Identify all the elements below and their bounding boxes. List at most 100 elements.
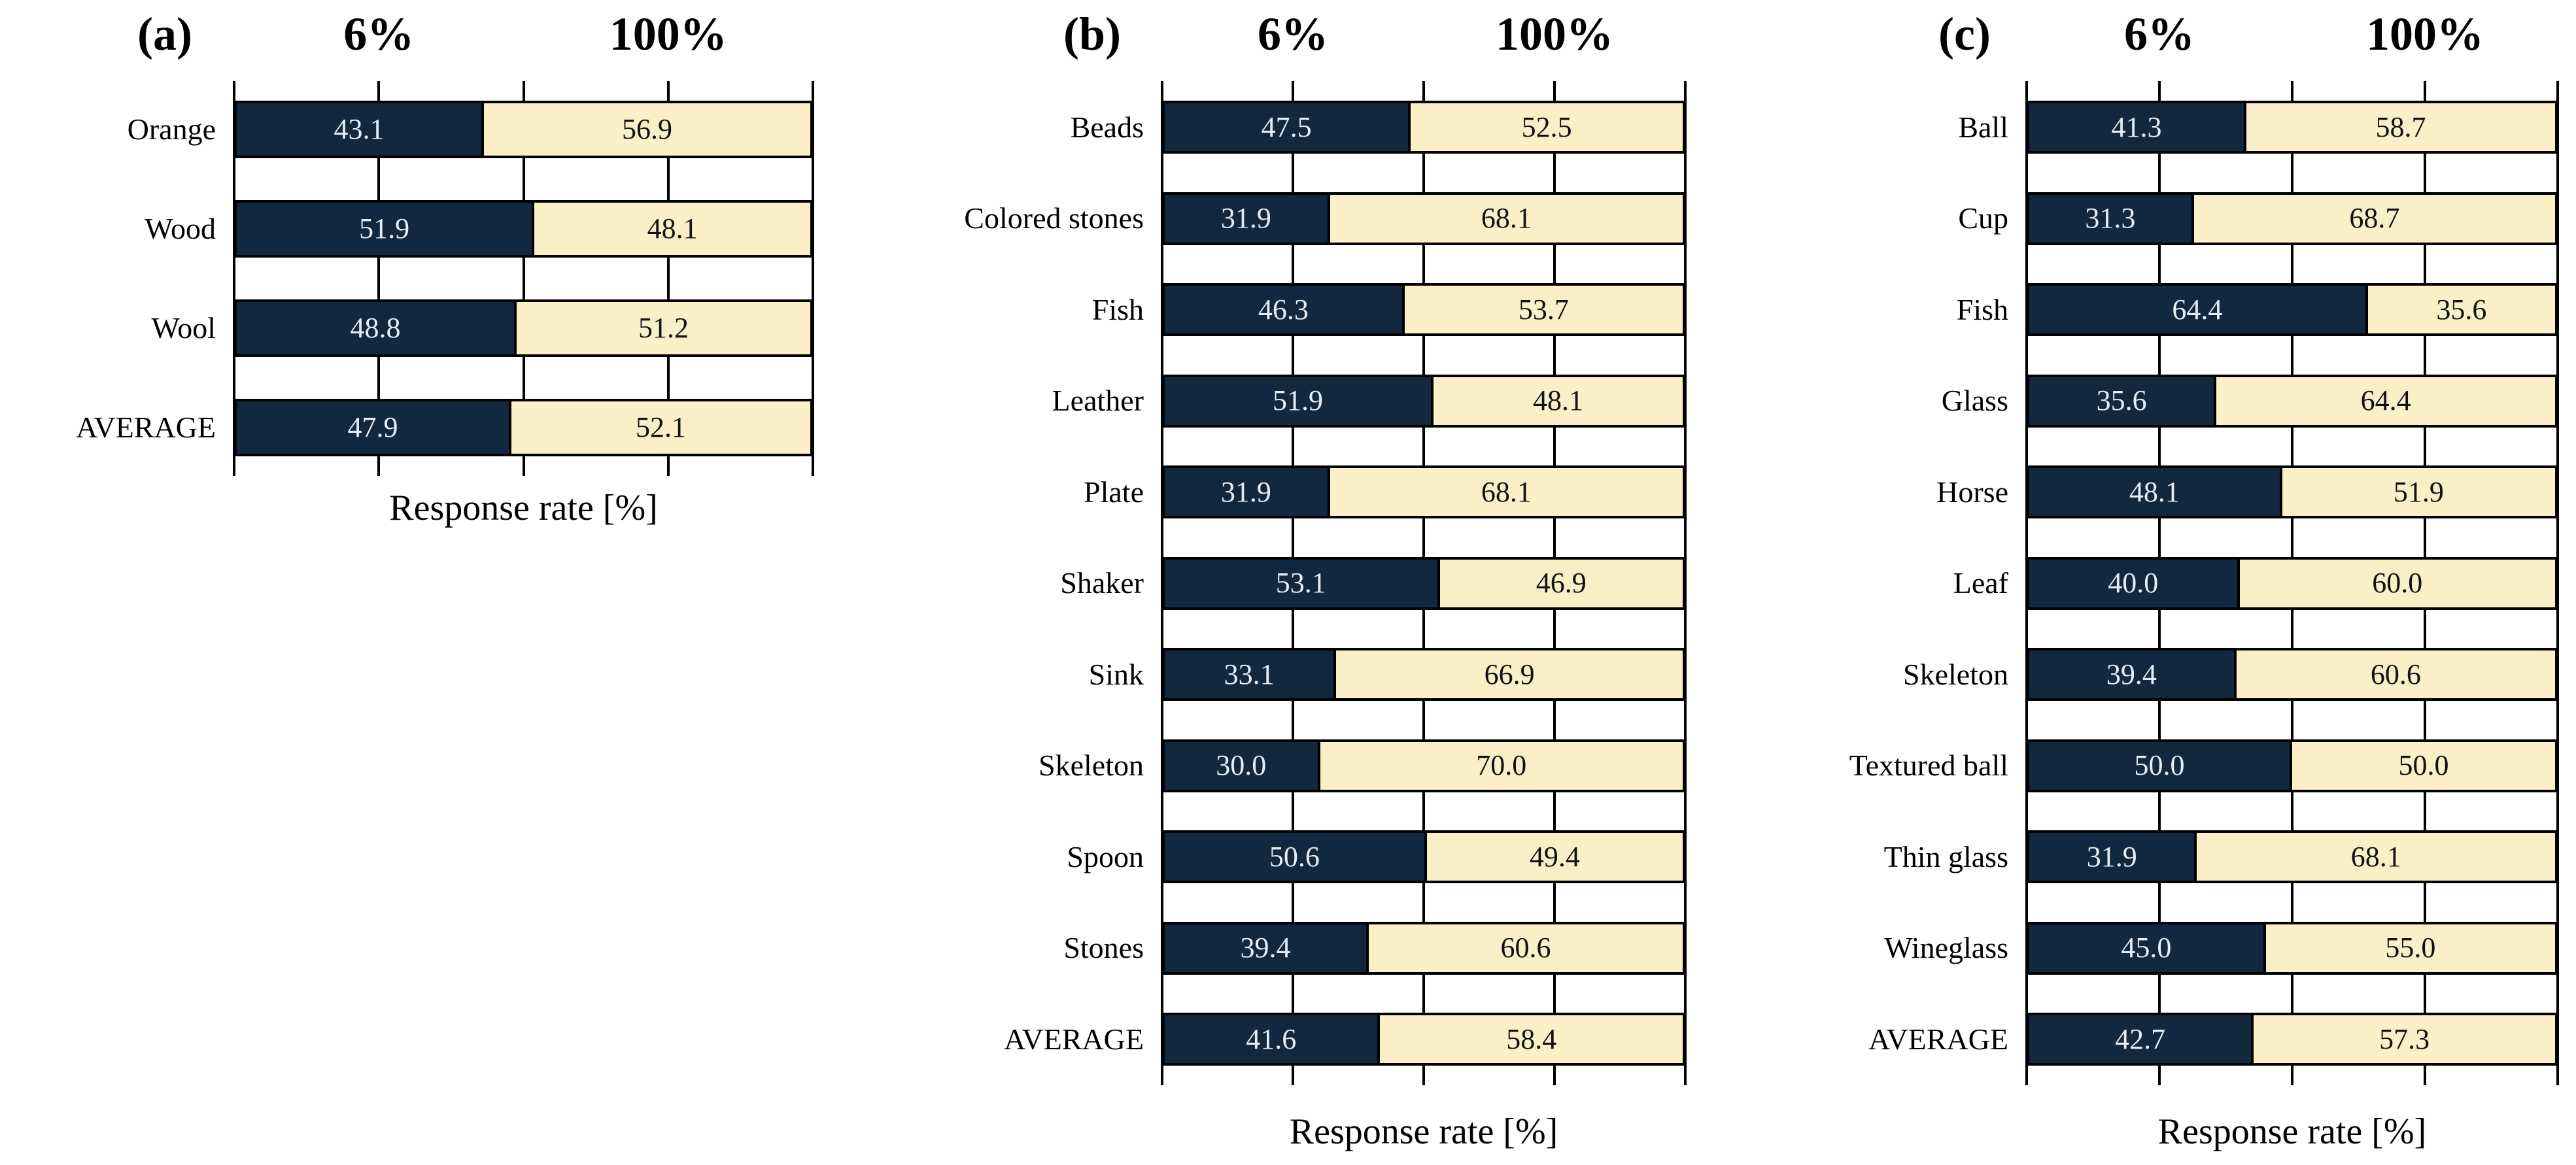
bar-segment-6pct: 35.6: [2029, 377, 2217, 425]
bar-value-100pct: 70.0: [1476, 749, 1527, 781]
bar-segment-100pct: 48.1: [534, 203, 810, 255]
bar-value-100pct: 35.6: [2436, 293, 2487, 326]
bar-value-100pct: 53.7: [1518, 293, 1569, 326]
bar-segment-100pct: 52.1: [511, 401, 810, 454]
panel-a-gridline-tick-75: [666, 81, 670, 476]
bar-value-100pct: 64.4: [2360, 384, 2411, 416]
bar-value-6pct: 30.0: [1216, 749, 1267, 781]
bar-segment-6pct: 51.9: [237, 203, 535, 255]
bar-value-100pct: 52.1: [636, 411, 687, 443]
bar-row: 50.6 49.4: [1162, 830, 1685, 883]
panel-a-gridline-tick-0: [233, 81, 235, 476]
bar-segment-6pct: 41.6: [1165, 1015, 1381, 1063]
category-label: Wood: [145, 212, 216, 245]
bar-row: 48.8 51.2: [234, 299, 813, 357]
bar-segment-100pct: 68.1: [1330, 194, 1683, 243]
bar-value-100pct: 57.3: [2379, 1022, 2430, 1055]
bar-row: 33.1 66.9: [1162, 648, 1685, 701]
category-label: Plate: [1084, 475, 1144, 509]
bar-value-6pct: 47.9: [347, 411, 398, 443]
bar-value-100pct: 60.6: [1500, 932, 1551, 964]
bar-value-100pct: 49.4: [1529, 840, 1580, 873]
bar-segment-100pct: 55.0: [2265, 924, 2555, 972]
bar-value-100pct: 68.1: [1481, 475, 1532, 508]
bar-value-6pct: 48.8: [350, 312, 401, 344]
category-label: Stones: [1063, 931, 1144, 964]
bar-segment-100pct: 66.9: [1336, 650, 1683, 698]
bar-segment-100pct: 52.5: [1411, 103, 1683, 151]
bar-value-100pct: 68.7: [2349, 202, 2400, 234]
bar-value-6pct: 35.6: [2096, 384, 2147, 416]
bar-value-6pct: 46.3: [1258, 293, 1309, 326]
bar-segment-100pct: 68.7: [2193, 194, 2555, 243]
bar-row: 40.0 60.0: [2027, 556, 2558, 610]
bar-value-100pct: 50.0: [2398, 749, 2449, 781]
category-label: Glass: [1941, 384, 2008, 417]
category-label: Wineglass: [1884, 931, 2008, 964]
bar-value-6pct: 31.9: [1220, 475, 1271, 508]
panel-c-gridline-tick-100: [2556, 81, 2559, 1085]
bar-segment-100pct: 46.9: [1439, 559, 1683, 607]
bar-row: 64.4 35.6: [2027, 283, 2558, 336]
bar-segment-100pct: 56.9: [483, 103, 810, 156]
category-label: Textured ball: [1849, 749, 2008, 782]
panel-a-axis-label: Response rate [%]: [389, 488, 658, 528]
bar-row: 31.9 68.1: [2027, 830, 2558, 883]
category-label: Fish: [1956, 292, 2008, 326]
bar-value-100pct: 68.1: [2350, 840, 2401, 873]
bar-value-6pct: 40.0: [2108, 567, 2159, 599]
bar-segment-100pct: 58.4: [1380, 1015, 1683, 1063]
bar-value-100pct: 60.6: [2370, 658, 2421, 690]
panel-c-series-header-100pct: 100%: [2366, 8, 2484, 60]
bar-value-6pct: 39.4: [2106, 658, 2157, 690]
bar-segment-100pct: 68.1: [2197, 833, 2555, 881]
category-label: Horse: [1936, 475, 2008, 509]
bar-row: 47.9 52.1: [234, 399, 813, 456]
panel-a-letter: (a): [137, 8, 192, 60]
bar-value-6pct: 31.3: [2085, 202, 2136, 234]
bar-segment-100pct: 49.4: [1426, 833, 1683, 881]
panel-a-series-header-100pct: 100%: [609, 8, 727, 60]
bar-segment-100pct: 50.0: [2292, 741, 2555, 790]
bar-row: 47.5 52.5: [1162, 101, 1685, 154]
bar-segment-6pct: 46.3: [1165, 286, 1405, 333]
bar-segment-100pct: 60.6: [1369, 924, 1683, 972]
bar-value-6pct: 64.4: [2172, 293, 2223, 326]
bar-row: 39.4 60.6: [1162, 921, 1685, 975]
bar-value-6pct: 47.5: [1261, 110, 1312, 143]
bar-value-6pct: 41.3: [2111, 110, 2162, 143]
bar-segment-6pct: 64.4: [2029, 286, 2368, 333]
panel-c-axis-label: Response rate [%]: [2157, 1111, 2427, 1152]
category-label: Leaf: [1953, 566, 2008, 599]
bar-value-100pct: 51.2: [638, 312, 689, 344]
bar-row: 43.1 56.9: [234, 101, 813, 158]
bar-segment-100pct: 51.9: [2282, 468, 2555, 516]
bar-value-6pct: 41.6: [1246, 1022, 1297, 1055]
bar-segment-100pct: 60.6: [2236, 650, 2555, 698]
bar-value-100pct: 48.1: [1533, 384, 1584, 416]
bar-row: 50.0 50.0: [2027, 739, 2558, 792]
category-label: Cup: [1958, 201, 2008, 235]
panel-a-series-header-6pct: 6%: [343, 8, 415, 60]
category-label: AVERAGE: [1004, 1022, 1144, 1056]
bar-value-100pct: 51.9: [2393, 475, 2444, 508]
bar-segment-100pct: 68.1: [1330, 468, 1683, 516]
bar-segment-6pct: 43.1: [237, 103, 484, 156]
bar-segment-6pct: 42.7: [2029, 1015, 2254, 1063]
bar-segment-6pct: 48.8: [237, 302, 517, 354]
bar-value-100pct: 58.4: [1506, 1022, 1557, 1055]
bar-row: 31.3 68.7: [2027, 192, 2558, 245]
bar-value-100pct: 60.0: [2372, 567, 2423, 599]
category-label: Spoon: [1067, 839, 1144, 873]
bar-segment-100pct: 35.6: [2367, 286, 2555, 333]
panel-c-letter: (c): [1938, 8, 1991, 60]
bar-row: 46.3 53.7: [1162, 283, 1685, 336]
bar-segment-100pct: 53.7: [1404, 286, 1683, 333]
bar-segment-6pct: 50.6: [1165, 833, 1427, 881]
bar-row: 35.6 64.4: [2027, 374, 2558, 428]
category-label: Ball: [1958, 110, 2008, 144]
bar-value-6pct: 33.1: [1224, 658, 1275, 690]
